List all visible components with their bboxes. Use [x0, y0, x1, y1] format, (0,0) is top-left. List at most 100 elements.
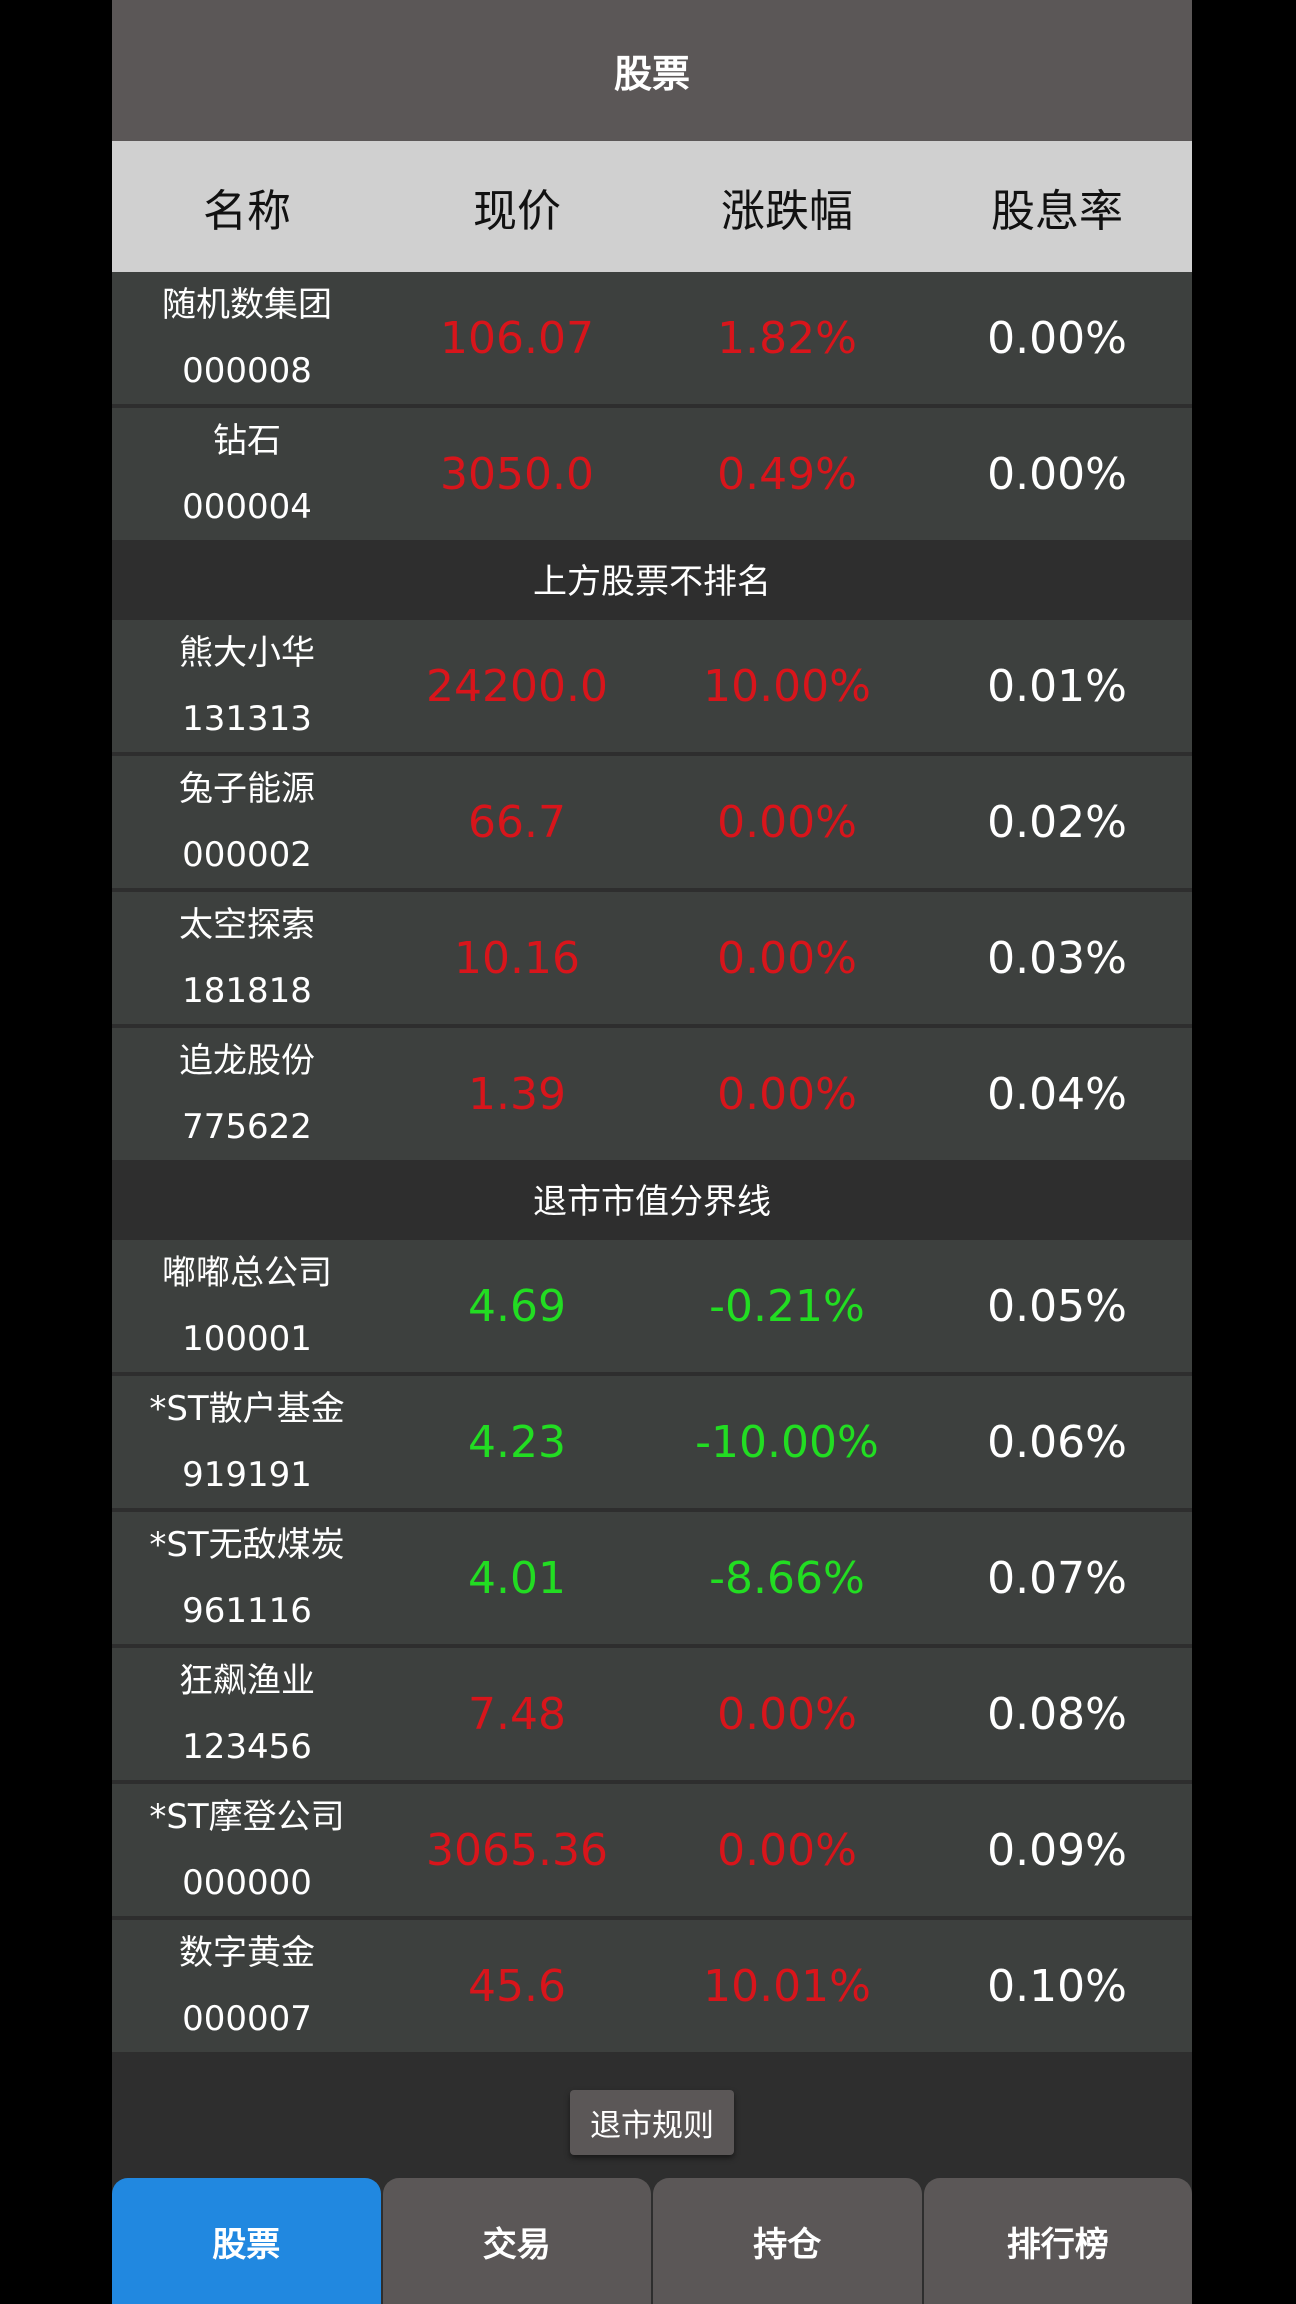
stock-dividend: 0.05%: [987, 1280, 1127, 1332]
stock-price: 4.23: [468, 1416, 566, 1468]
stock-change: 0.00%: [717, 1824, 857, 1876]
tab-trade[interactable]: 交易: [382, 2178, 651, 2304]
stock-name: *ST无敌煤炭: [149, 1525, 345, 1565]
stock-price: 66.7: [468, 796, 566, 848]
stock-dividend: 0.07%: [987, 1552, 1127, 1604]
stock-price: 10.16: [454, 932, 580, 984]
stock-name-cell: 兔子能源 000002: [112, 756, 382, 888]
stock-row[interactable]: 数字黄金 000007 45.6 10.01% 0.10%: [112, 1920, 1192, 2052]
stock-name: 兔子能源: [179, 769, 315, 809]
stock-code: 000000: [182, 1863, 312, 1903]
stock-name-cell: 随机数集团 000008: [112, 272, 382, 404]
stock-name: 追龙股份: [179, 1041, 315, 1081]
stock-name: 嘟嘟总公司: [162, 1253, 332, 1293]
stock-change: -10.00%: [695, 1416, 879, 1468]
stock-code: 775622: [182, 1107, 312, 1147]
stock-code: 000007: [182, 1999, 312, 2039]
stock-change: 0.00%: [717, 1688, 857, 1740]
stock-name-cell: *ST散户基金 919191: [112, 1376, 382, 1508]
stock-row[interactable]: 太空探索 181818 10.16 0.00% 0.03%: [112, 892, 1192, 1024]
stock-code: 123456: [182, 1727, 312, 1767]
stock-row[interactable]: *ST散户基金 919191 4.23 -10.00% 0.06%: [112, 1376, 1192, 1508]
stock-change: 10.00%: [703, 660, 871, 712]
stock-dividend: 0.00%: [987, 448, 1127, 500]
stock-change: -0.21%: [709, 1280, 865, 1332]
stock-change: 0.49%: [717, 448, 857, 500]
stock-name-cell: *ST无敌煤炭 961116: [112, 1512, 382, 1644]
stock-change: 0.00%: [717, 796, 857, 848]
stock-name-cell: 熊大小华 131313: [112, 620, 382, 752]
stock-dividend: 0.09%: [987, 1824, 1127, 1876]
stock-row[interactable]: 狂飙渔业 123456 7.48 0.00% 0.08%: [112, 1648, 1192, 1780]
stock-name: 数字黄金: [179, 1933, 315, 1973]
stock-name: *ST摩登公司: [149, 1797, 345, 1837]
stock-dividend: 0.00%: [987, 312, 1127, 364]
stock-dividend: 0.04%: [987, 1068, 1127, 1120]
stock-code: 100001: [182, 1319, 312, 1359]
stock-change: 10.01%: [703, 1960, 871, 2012]
stock-change: 1.82%: [717, 312, 857, 364]
stock-row[interactable]: 嘟嘟总公司 100001 4.69 -0.21% 0.05%: [112, 1240, 1192, 1372]
stock-name-cell: 数字黄金 000007: [112, 1920, 382, 2052]
stock-row[interactable]: *ST摩登公司 000000 3065.36 0.00% 0.09%: [112, 1784, 1192, 1916]
delisting-rules-button[interactable]: 退市规则: [570, 2090, 734, 2155]
stock-list: 随机数集团 000008 106.07 1.82% 0.00% 钻石 00000…: [112, 272, 1192, 2052]
stock-name-cell: 狂飙渔业 123456: [112, 1648, 382, 1780]
column-header-change[interactable]: 涨跌幅: [721, 185, 853, 237]
stock-row[interactable]: *ST无敌煤炭 961116 4.01 -8.66% 0.07%: [112, 1512, 1192, 1644]
rules-area: 退市规则: [112, 2056, 1192, 2189]
column-header-name[interactable]: 名称: [203, 185, 291, 237]
stock-row[interactable]: 兔子能源 000002 66.7 0.00% 0.02%: [112, 756, 1192, 888]
stock-name-cell: 追龙股份 775622: [112, 1028, 382, 1160]
stock-price: 7.48: [468, 1688, 566, 1740]
section-divider: 退市市值分界线: [112, 1160, 1192, 1236]
stock-dividend: 0.06%: [987, 1416, 1127, 1468]
stock-price: 3065.36: [426, 1824, 608, 1876]
stock-price: 1.39: [468, 1068, 566, 1120]
stock-code: 000008: [182, 351, 312, 391]
stock-name-cell: *ST摩登公司 000000: [112, 1784, 382, 1916]
stock-name-cell: 嘟嘟总公司 100001: [112, 1240, 382, 1372]
stock-code: 000002: [182, 835, 312, 875]
stock-price: 45.6: [468, 1960, 566, 2012]
stock-dividend: 0.01%: [987, 660, 1127, 712]
stock-price: 3050.0: [440, 448, 594, 500]
stock-name: 太空探索: [179, 905, 315, 945]
stock-name: 狂飙渔业: [179, 1661, 315, 1701]
stock-row[interactable]: 追龙股份 775622 1.39 0.00% 0.04%: [112, 1028, 1192, 1160]
stock-change: -8.66%: [709, 1552, 865, 1604]
stock-price: 24200.0: [426, 660, 608, 712]
stock-code: 961116: [182, 1591, 312, 1631]
bottom-tab-bar: 股票 交易 持仓 排行榜: [112, 2178, 1192, 2304]
stock-row[interactable]: 熊大小华 131313 24200.0 10.00% 0.01%: [112, 620, 1192, 752]
stock-row[interactable]: 随机数集团 000008 106.07 1.82% 0.00%: [112, 272, 1192, 404]
stock-code: 919191: [182, 1455, 312, 1495]
tab-holdings[interactable]: 持仓: [653, 2178, 922, 2304]
stock-dividend: 0.08%: [987, 1688, 1127, 1740]
column-header-dividend[interactable]: 股息率: [991, 185, 1123, 237]
stock-name-cell: 钻石 000004: [112, 408, 382, 540]
page-title: 股票: [112, 0, 1192, 141]
stock-change: 0.00%: [717, 932, 857, 984]
stock-code: 181818: [182, 971, 312, 1011]
stock-row[interactable]: 钻石 000004 3050.0 0.49% 0.00%: [112, 408, 1192, 540]
table-header: 名称 现价 涨跌幅 股息率: [112, 141, 1192, 272]
app: 股票 名称 现价 涨跌幅 股息率 随机数集团 000008 106.07 1.8…: [112, 0, 1192, 2304]
stock-name: 熊大小华: [179, 633, 315, 673]
stock-code: 131313: [182, 699, 312, 739]
stock-dividend: 0.03%: [987, 932, 1127, 984]
stock-price: 106.07: [440, 312, 594, 364]
stock-code: 000004: [182, 487, 312, 527]
section-divider: 上方股票不排名: [112, 540, 1192, 616]
tab-stocks[interactable]: 股票: [112, 2178, 381, 2304]
tab-leaderboard[interactable]: 排行榜: [923, 2178, 1192, 2304]
stock-dividend: 0.02%: [987, 796, 1127, 848]
stock-name: 随机数集团: [162, 285, 332, 325]
stock-price: 4.01: [468, 1552, 566, 1604]
stock-dividend: 0.10%: [987, 1960, 1127, 2012]
stock-name: 钻石: [213, 421, 281, 461]
stock-price: 4.69: [468, 1280, 566, 1332]
stock-change: 0.00%: [717, 1068, 857, 1120]
stock-name-cell: 太空探索 181818: [112, 892, 382, 1024]
column-header-price[interactable]: 现价: [473, 185, 561, 237]
